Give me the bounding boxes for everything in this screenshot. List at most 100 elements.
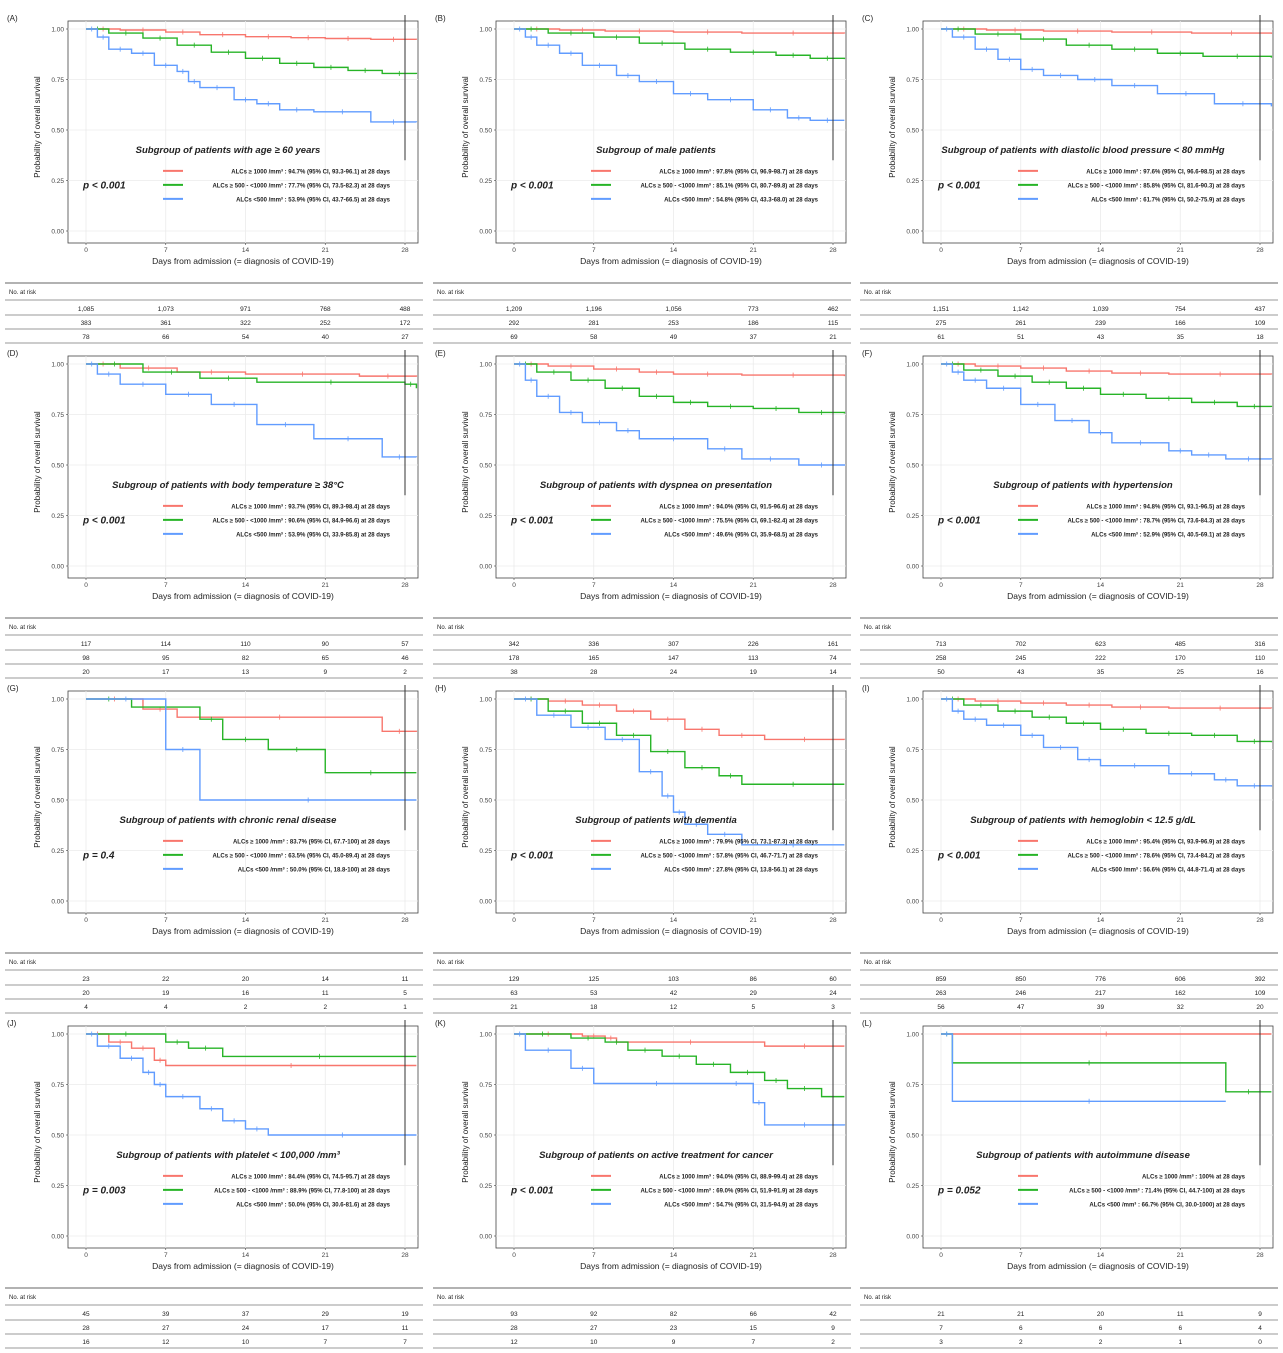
y-tick-label: 0.50 — [479, 798, 492, 805]
plot-area — [495, 20, 847, 244]
y-tick-label: 0.25 — [906, 1183, 919, 1190]
x-tick-label: 7 — [592, 917, 596, 924]
survival-curve-low — [941, 28, 1273, 107]
risk-table-cell: 82 — [670, 1311, 678, 1318]
risk-table-cell: 23 — [670, 1325, 678, 1332]
legend-entry: ALCs <500 /mm³ : 66.7% (95% CI, 30.0-100… — [1089, 1201, 1245, 1208]
x-axis-title: Days from admission (= diagnosis of COVI… — [152, 1261, 334, 1271]
risk-table-cell: 42 — [670, 990, 678, 997]
risk-table-cell: 322 — [240, 320, 251, 327]
risk-table-title: No. at risk — [9, 625, 37, 631]
risk-table-cell: 20 — [82, 669, 90, 676]
risk-table-title: No. at risk — [9, 960, 37, 966]
risk-table-cell: 24 — [242, 1325, 250, 1332]
y-tick-label: 0.50 — [51, 463, 64, 470]
y-tick-label: 0.25 — [906, 848, 919, 855]
y-tick-label: 0.00 — [906, 564, 919, 571]
y-tick-label: 0.00 — [51, 564, 64, 571]
x-tick-label: 14 — [670, 582, 678, 589]
risk-table-cell: 165 — [588, 655, 599, 662]
x-tick-label: 0 — [84, 582, 88, 589]
risk-table-cell: 147 — [668, 655, 679, 662]
y-tick-label: 0.75 — [906, 77, 919, 84]
risk-table-cell: 263 — [936, 990, 947, 997]
x-tick-label: 14 — [1097, 1252, 1105, 1259]
survival-curve-high — [86, 363, 418, 377]
risk-table-cell: 115 — [828, 320, 839, 327]
risk-table-cell: 129 — [509, 976, 520, 983]
survival-curve-high — [941, 28, 1273, 34]
x-tick-label: 21 — [322, 1252, 330, 1259]
x-tick-label: 21 — [750, 1252, 758, 1259]
legend-entry: ALCs <500 /mm³ : 50.0% (95% CI, 18.8-100… — [238, 866, 391, 873]
legend-entry: ALCs ≥ 500 - <1000 /mm³ : 88.9% (95% CI,… — [214, 1187, 391, 1194]
risk-table-cell: 713 — [936, 641, 947, 648]
x-tick-label: 7 — [592, 247, 596, 254]
risk-table-cell: 27 — [590, 1325, 598, 1332]
km-panel-a: (A) 0.00 0.25 0.50 0.75 1.00 0 7 14 21 28 Probabili… — [5, 14, 423, 344]
x-axis-title: Days from admission (= diagnosis of COVI… — [1007, 926, 1189, 936]
risk-table-cell: 6 — [1099, 1325, 1103, 1332]
risk-table-cell: 43 — [1017, 669, 1025, 676]
risk-table-cell: 776 — [1095, 976, 1106, 983]
y-tick-label: 0.75 — [479, 747, 492, 754]
risk-table-cell: 1 — [1178, 1339, 1182, 1346]
survival-curve-mid — [514, 1033, 845, 1098]
risk-table-cell: 109 — [1255, 320, 1266, 327]
risk-table-title: No. at risk — [864, 1295, 892, 1301]
panel-label: (L) — [862, 1019, 872, 1028]
y-tick-label: 0.25 — [51, 848, 64, 855]
risk-table-cell: 50 — [937, 669, 945, 676]
risk-table-title: No. at risk — [437, 290, 465, 296]
risk-table-title: No. at risk — [437, 625, 465, 631]
legend-entry: ALCs <500 /mm³ : 54.8% (95% CI, 43.3-68.… — [664, 196, 819, 203]
subgroup-title: Subgroup of patients with dyspnea on pre… — [540, 480, 772, 491]
risk-table-cell: 1,085 — [78, 306, 95, 313]
y-axis-title: Probability of overall survival — [461, 746, 470, 848]
risk-table-title: No. at risk — [9, 1295, 37, 1301]
x-tick-label: 28 — [401, 1252, 409, 1259]
x-tick-label: 14 — [242, 247, 250, 254]
x-tick-label: 0 — [84, 1252, 88, 1259]
risk-table-title: No. at risk — [864, 290, 892, 296]
risk-table-cell: 21 — [1017, 1311, 1025, 1318]
risk-table-cell: 307 — [668, 641, 679, 648]
risk-table-cell: 1 — [403, 1004, 407, 1011]
risk-table-cell: 24 — [670, 669, 678, 676]
subgroup-title: Subgroup of patients on active treatment… — [539, 1150, 774, 1161]
risk-table-cell: 2 — [403, 669, 407, 676]
panel-label: (I) — [862, 684, 870, 693]
risk-table-cell: 226 — [748, 641, 759, 648]
y-tick-label: 0.25 — [51, 178, 64, 185]
risk-table-cell: 21 — [937, 1311, 945, 1318]
km-panel-h: (H) 0.00 0.25 0.50 0.75 1.00 0 7 14 21 28 Probabili… — [433, 684, 851, 1014]
x-tick-label: 21 — [1177, 247, 1185, 254]
plot-area — [495, 355, 847, 579]
y-axis-title: Probability of overall survival — [33, 76, 42, 178]
risk-table-cell: 162 — [1175, 990, 1186, 997]
risk-table-cell: 11 — [1177, 1311, 1184, 1318]
legend-entry: ALCs ≥ 1000 /mm³ : 94.0% (95% CI, 88.9-9… — [659, 1173, 818, 1180]
risk-table-cell: 51 — [1017, 334, 1025, 341]
survival-curve-low — [514, 28, 845, 122]
risk-table-cell: 38 — [510, 669, 518, 676]
x-tick-label: 7 — [1019, 917, 1023, 924]
risk-table-cell: 21 — [510, 1004, 518, 1011]
risk-table-cell: 7 — [403, 1339, 407, 1346]
risk-table-cell: 7 — [323, 1339, 327, 1346]
legend-entry: ALCs <500 /mm³ : 49.6% (95% CI, 35.9-68.… — [664, 531, 819, 538]
risk-table-cell: 239 — [1095, 320, 1106, 327]
risk-table-cell: 35 — [1097, 669, 1105, 676]
risk-table-cell: 7 — [939, 1325, 943, 1332]
survival-curve-low — [941, 698, 1273, 787]
risk-table-cell: 850 — [1015, 976, 1026, 983]
y-tick-label: 0.75 — [906, 412, 919, 419]
y-tick-label: 1.00 — [479, 1032, 492, 1039]
subgroup-title: Subgroup of patients with diastolic bloo… — [941, 145, 1224, 156]
legend-entry: ALCs <500 /mm³ : 52.9% (95% CI, 40.5-69.… — [1091, 531, 1246, 538]
y-tick-label: 0.50 — [51, 128, 64, 135]
legend-entry: ALCs ≥ 500 - <1000 /mm³ : 85.8% (95% CI,… — [1067, 182, 1245, 189]
km-panel-l: (L)0.000.250.500.751.000 7 14 21 28Probabili… — [860, 1019, 1278, 1349]
y-tick-label: 0.75 — [51, 747, 64, 754]
risk-table-cell: 45 — [82, 1311, 90, 1318]
